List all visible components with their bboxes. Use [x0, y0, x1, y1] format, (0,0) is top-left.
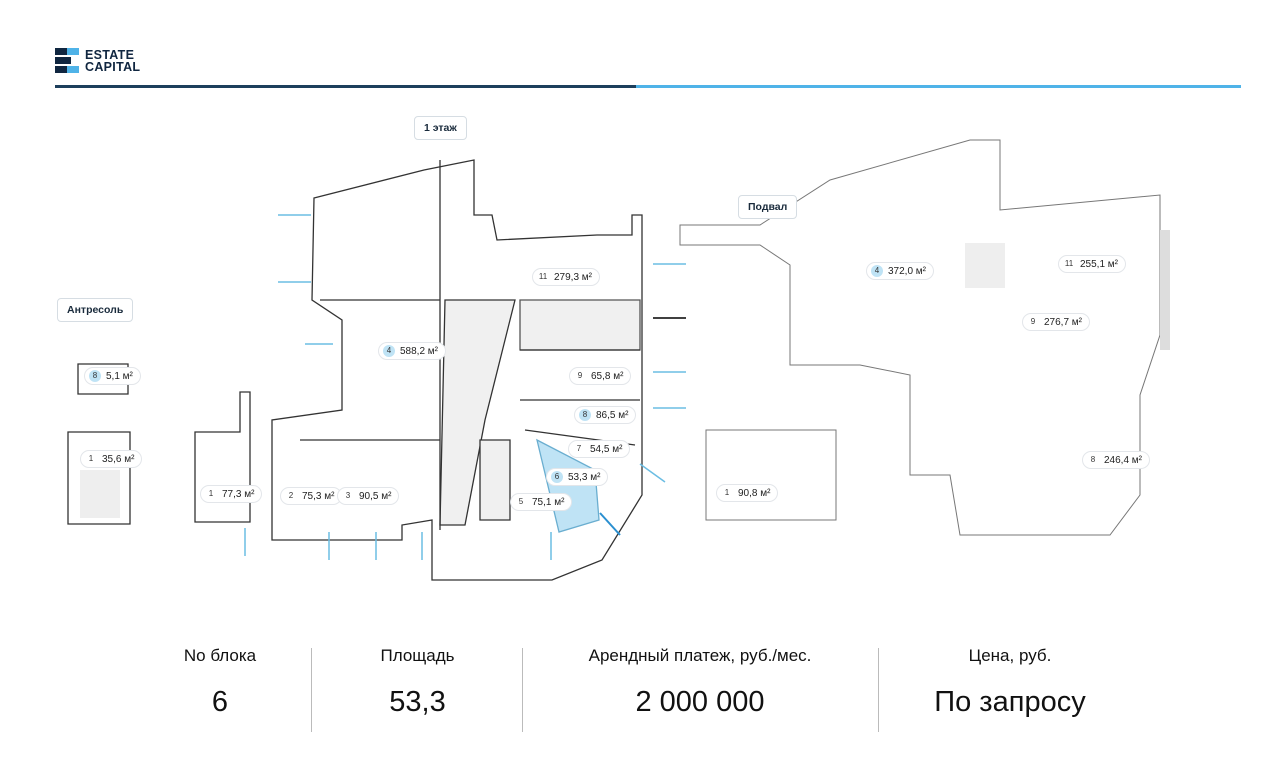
room-label[interactable]: 8 5,1 м² — [84, 367, 141, 385]
room-label[interactable]: 4 372,0 м² — [866, 262, 935, 280]
room-area: 246,4 м² — [1104, 454, 1143, 466]
room-label[interactable]: 8 86,5 м² — [574, 406, 637, 424]
logo-line1: ESTATE — [85, 47, 135, 62]
logo-line2: CAPITAL — [85, 59, 141, 74]
summary-value: 2 000 000 — [635, 686, 765, 718]
room-area: 255,1 м² — [1080, 258, 1119, 270]
room-number: 1 — [724, 488, 730, 497]
room-label[interactable]: 3 90,5 м² — [337, 487, 400, 505]
room-area: 372,0 м² — [888, 265, 927, 277]
room-label[interactable]: 8 246,4 м² — [1082, 451, 1151, 469]
room-area: 276,7 м² — [1044, 316, 1083, 328]
room-number: 11 — [1064, 259, 1074, 268]
summary-block-number: No блока 6 — [150, 646, 290, 719]
room-label[interactable]: 11 255,1 м² — [1058, 255, 1127, 273]
room-label[interactable]: 11 279,3 м² — [532, 268, 601, 286]
room-label[interactable]: 4 588,2 м² — [378, 342, 447, 360]
room-number: 4 — [383, 345, 395, 357]
summary-value: По запросу — [934, 686, 1086, 718]
room-area: 90,8 м² — [738, 487, 771, 499]
room-number: 1 — [88, 454, 94, 463]
tag-basement[interactable]: Подвал — [738, 195, 798, 219]
room-number: 7 — [576, 444, 582, 453]
room-number: 9 — [1030, 317, 1036, 326]
room-label[interactable]: 9 65,8 м² — [569, 367, 632, 385]
room-area: 77,3 м² — [222, 488, 255, 500]
plan-mezzanine — [67, 363, 131, 525]
summary-value: 53,3 — [389, 686, 446, 718]
room-number: 5 — [518, 497, 524, 506]
room-label[interactable]: 7 54,5 м² — [568, 440, 631, 458]
room-label[interactable]: 5 75,1 м² — [510, 493, 573, 511]
room-area: 588,2 м² — [400, 345, 439, 357]
summary-label: Площадь — [380, 646, 455, 665]
summary-label: Цена, руб. — [968, 646, 1052, 665]
header-divider — [55, 85, 1241, 88]
room-number: 1 — [208, 489, 214, 498]
tag-mezzanine[interactable]: Антресоль — [57, 298, 134, 322]
column-divider — [878, 648, 879, 732]
room-label[interactable]: 6 53,3 м² — [546, 468, 609, 486]
tag-first-floor[interactable]: 1 этаж — [414, 116, 467, 140]
room-number: 8 — [89, 370, 101, 382]
entrance-arrows — [244, 214, 686, 560]
room-label[interactable]: 1 77,3 м² — [200, 485, 263, 503]
plan-basement — [679, 139, 1170, 536]
room-number: 3 — [345, 491, 351, 500]
room-area: 90,5 м² — [359, 490, 392, 502]
summary-label: No блока — [183, 646, 257, 665]
room-number: 8 — [579, 409, 591, 421]
room-label[interactable]: 1 90,8 м² — [716, 484, 779, 502]
room-area: 53,3 м² — [568, 471, 601, 483]
summary-area: Площадь 53,3 — [330, 646, 505, 719]
summary-rent: Арендный платеж, руб./мес. 2 000 000 — [540, 646, 860, 719]
room-area: 65,8 м² — [591, 370, 624, 382]
room-number: 6 — [551, 471, 563, 483]
room-area: 86,5 м² — [596, 409, 629, 421]
room-area: 279,3 м² — [554, 271, 593, 283]
room-number: 8 — [1090, 455, 1096, 464]
summary-label: Арендный платеж, руб./мес. — [588, 646, 812, 665]
room-area: 54,5 м² — [590, 443, 623, 455]
room-number: 4 — [871, 265, 883, 277]
room-label[interactable]: 2 75,3 м² — [280, 487, 343, 505]
logo-mark-icon — [55, 48, 79, 73]
summary-value: 6 — [211, 686, 229, 718]
room-area: 5,1 м² — [106, 370, 133, 382]
column-divider — [522, 648, 523, 732]
room-label[interactable]: 1 35,6 м² — [80, 450, 143, 468]
room-area: 35,6 м² — [102, 453, 135, 465]
room-area: 75,3 м² — [302, 490, 335, 502]
plan-first-floor — [194, 159, 643, 581]
room-label[interactable]: 9 276,7 м² — [1022, 313, 1091, 331]
room-area: 75,1 м² — [532, 496, 565, 508]
room-number: 11 — [538, 272, 548, 281]
logo: ESTATE CAPITAL — [55, 48, 140, 73]
room-number: 9 — [577, 371, 583, 380]
summary-price: Цена, руб. По запросу — [900, 646, 1120, 719]
column-divider — [311, 648, 312, 732]
room-number: 2 — [288, 491, 294, 500]
